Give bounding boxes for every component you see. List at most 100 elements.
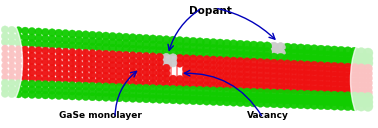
Circle shape (155, 35, 164, 44)
Circle shape (62, 65, 69, 72)
Circle shape (316, 91, 326, 100)
Circle shape (270, 59, 278, 68)
Circle shape (129, 63, 136, 70)
Circle shape (8, 62, 15, 69)
Circle shape (243, 58, 251, 66)
Circle shape (336, 57, 346, 67)
Circle shape (149, 53, 157, 60)
Circle shape (142, 46, 150, 54)
Circle shape (22, 63, 29, 70)
Circle shape (183, 76, 191, 83)
Circle shape (289, 49, 299, 59)
Circle shape (283, 60, 291, 68)
Circle shape (276, 60, 285, 68)
Circle shape (337, 68, 345, 76)
Circle shape (290, 65, 298, 74)
Circle shape (135, 84, 144, 92)
Circle shape (82, 37, 90, 45)
Circle shape (189, 91, 198, 100)
Circle shape (202, 92, 211, 101)
Circle shape (189, 81, 197, 89)
Circle shape (75, 49, 82, 56)
Circle shape (108, 44, 117, 52)
Circle shape (48, 47, 56, 55)
Circle shape (317, 71, 325, 80)
Circle shape (129, 68, 136, 76)
Circle shape (2, 56, 8, 63)
Circle shape (256, 52, 265, 61)
Circle shape (216, 82, 224, 90)
Circle shape (48, 53, 56, 60)
Circle shape (122, 84, 130, 92)
Circle shape (195, 49, 204, 58)
Circle shape (222, 97, 231, 106)
Circle shape (350, 57, 359, 67)
Circle shape (229, 46, 238, 55)
Circle shape (276, 89, 285, 99)
Circle shape (1, 85, 9, 92)
Circle shape (102, 50, 110, 58)
Circle shape (249, 63, 258, 71)
Circle shape (209, 39, 218, 47)
Circle shape (142, 90, 150, 98)
Circle shape (169, 59, 177, 67)
Circle shape (330, 100, 339, 110)
Circle shape (229, 62, 238, 70)
Circle shape (142, 84, 150, 93)
Circle shape (162, 90, 170, 99)
Circle shape (256, 79, 265, 87)
Circle shape (2, 68, 8, 75)
Circle shape (55, 65, 62, 72)
Circle shape (310, 45, 319, 54)
Circle shape (75, 66, 82, 73)
Circle shape (229, 87, 238, 97)
Circle shape (95, 32, 103, 40)
Circle shape (336, 46, 346, 56)
Circle shape (88, 88, 96, 96)
Circle shape (215, 50, 225, 59)
Circle shape (149, 84, 157, 93)
Circle shape (75, 30, 83, 38)
Circle shape (155, 85, 164, 93)
Circle shape (176, 60, 184, 67)
Circle shape (343, 63, 352, 72)
Circle shape (169, 80, 177, 88)
Circle shape (203, 71, 211, 79)
Circle shape (35, 75, 42, 82)
Circle shape (323, 62, 332, 71)
Circle shape (262, 47, 272, 57)
Circle shape (356, 53, 366, 63)
Circle shape (303, 71, 312, 79)
Circle shape (8, 90, 15, 98)
Circle shape (42, 91, 49, 99)
Circle shape (122, 62, 130, 70)
Circle shape (35, 47, 42, 54)
Circle shape (203, 77, 211, 84)
Circle shape (269, 42, 279, 52)
Circle shape (270, 64, 278, 73)
Circle shape (343, 73, 352, 82)
Circle shape (142, 41, 150, 49)
Circle shape (249, 78, 258, 87)
Circle shape (317, 81, 325, 90)
Circle shape (62, 48, 69, 55)
Circle shape (135, 34, 144, 42)
Circle shape (256, 98, 265, 107)
Circle shape (357, 69, 366, 78)
Circle shape (303, 90, 312, 100)
Circle shape (216, 61, 224, 70)
Circle shape (303, 55, 312, 64)
Circle shape (189, 65, 197, 73)
Circle shape (175, 86, 184, 94)
Circle shape (15, 57, 22, 64)
Circle shape (129, 52, 136, 59)
Circle shape (236, 88, 245, 97)
Circle shape (136, 63, 143, 70)
Circle shape (296, 76, 305, 84)
Circle shape (263, 79, 271, 87)
Circle shape (343, 68, 352, 77)
Circle shape (223, 72, 231, 80)
Circle shape (88, 93, 96, 101)
Circle shape (149, 69, 157, 77)
Circle shape (303, 66, 312, 74)
